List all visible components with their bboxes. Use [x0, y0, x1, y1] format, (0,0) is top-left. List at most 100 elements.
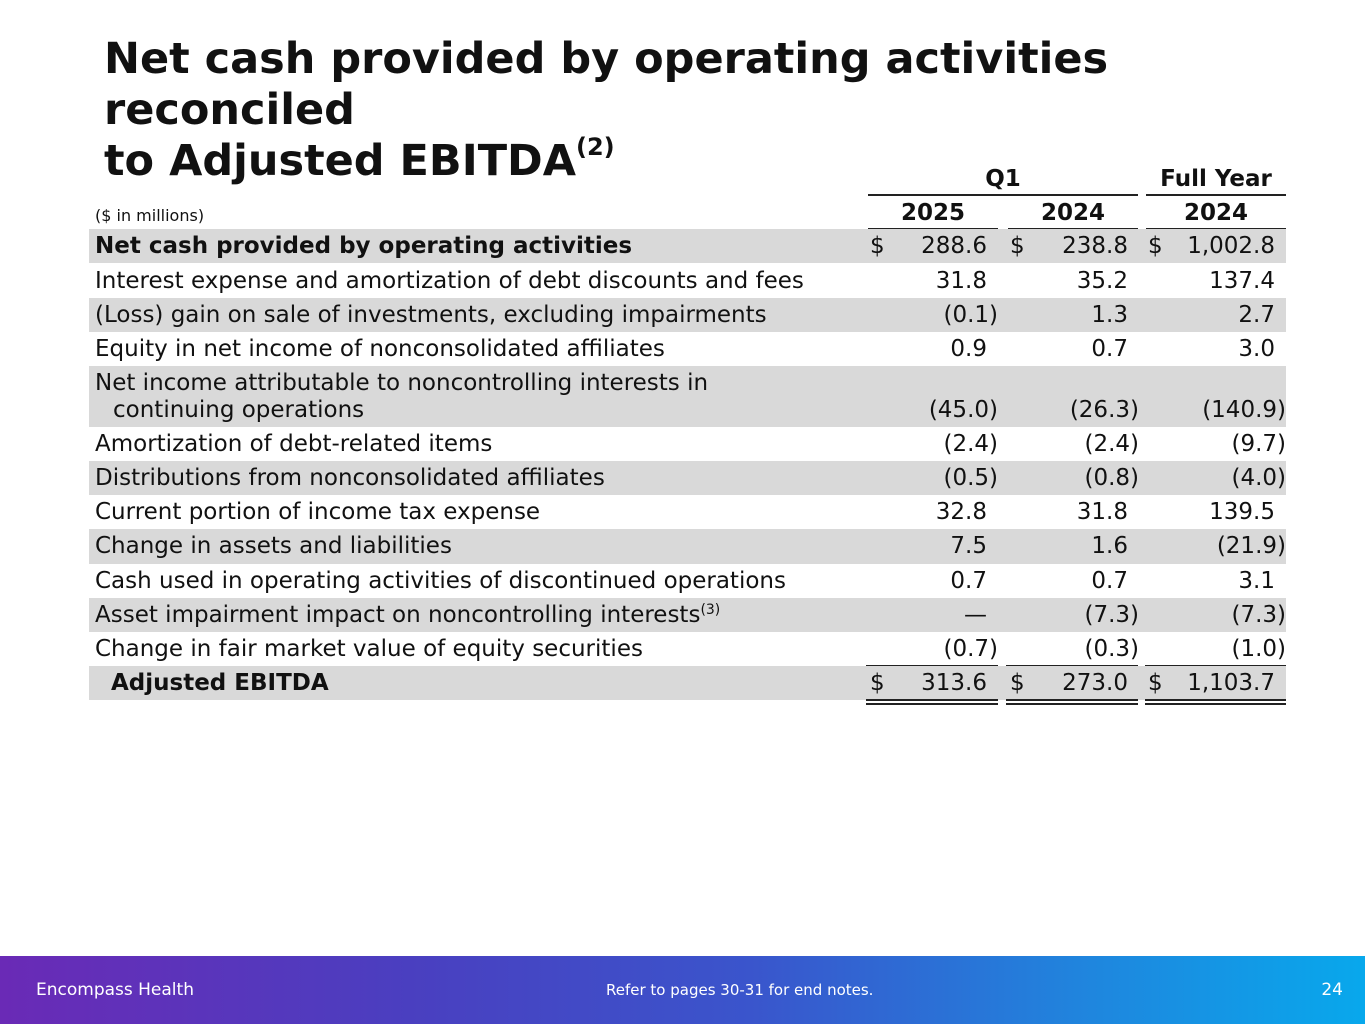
header-year-fy-2024: 2024 — [1183, 200, 1248, 226]
value-cell: 31.8 — [935, 268, 987, 294]
table-row: Adjusted EBITDA 313.6 $273.0 $1,103.7 $ — [89, 666, 1286, 700]
value-cell: 31.8 — [1076, 499, 1128, 525]
year-rule-1 — [868, 228, 998, 229]
value-cell: (0.1) — [943, 302, 998, 328]
table-row: Net cash provided by operating activitie… — [89, 229, 1286, 263]
row-label-continuation: continuing operations — [113, 397, 365, 423]
value-cell: 2.7 — [1238, 302, 1275, 328]
dollar-sign: $ — [870, 233, 885, 259]
dollar-sign: $ — [1010, 670, 1025, 696]
value-cell: 0.7 — [1091, 336, 1128, 362]
row-label-text: Net income attributable to noncontrollin… — [95, 370, 709, 396]
row-label-text: Interest expense and amortization of deb… — [95, 268, 804, 294]
total-top-rule — [866, 665, 998, 666]
row-label-text: (Loss) gain on sale of investments, excl… — [95, 302, 767, 328]
total-top-rule — [1145, 665, 1286, 666]
slide-title: Net cash provided by operating activitie… — [104, 34, 1365, 187]
table-row: Net income attributable to noncontrollin… — [89, 366, 1286, 427]
value-cell: 1.6 — [1091, 533, 1128, 559]
row-label-text: Distributions from nonconsolidated affil… — [95, 465, 605, 491]
value-cell: 0.9 — [950, 336, 987, 362]
row-label-text: Adjusted EBITDA — [111, 670, 329, 696]
value-cell: 32.8 — [935, 499, 987, 525]
table-row: Amortization of debt-related items (2.4) (… — [89, 427, 1286, 461]
dollar-sign: $ — [1148, 233, 1163, 259]
value-cell: (140.9) — [1202, 397, 1286, 423]
table-row: Cash used in operating activities of dis… — [89, 564, 1286, 598]
table-row: (Loss) gain on sale of investments, excl… — [89, 298, 1286, 332]
reconciliation-table: Q1 Full Year ($ in millions) 2025 2024 2… — [89, 166, 1286, 705]
value-cell: 313.6 — [921, 670, 987, 696]
title-line-2: to Adjusted EBITDA — [104, 136, 576, 186]
value-cell: 1,002.8 — [1187, 233, 1275, 259]
row-label: Distributions from nonconsolidated affil… — [95, 465, 605, 492]
row-label: Equity in net income of nonconsolidated … — [95, 336, 665, 363]
value-cell: (9.7) — [1231, 431, 1286, 457]
value-cell: 273.0 — [1062, 670, 1128, 696]
units-label: ($ in millions) — [95, 206, 205, 225]
row-label: Cash used in operating activities of dis… — [95, 568, 786, 595]
row-label-text: Cash used in operating activities of dis… — [95, 568, 786, 594]
table-row: Current portion of income tax expense 32.… — [89, 495, 1286, 529]
row-label-text: Net cash provided by operating activitie… — [95, 233, 633, 259]
value-cell: 0.7 — [1091, 568, 1128, 594]
value-cell: (21.9) — [1216, 533, 1286, 559]
total-double-rule — [1145, 699, 1286, 701]
value-cell: (4.0) — [1231, 465, 1286, 491]
table-row: Interest expense and amortization of deb… — [89, 264, 1286, 298]
row-label: (Loss) gain on sale of investments, excl… — [95, 302, 767, 329]
total-double-rule — [1006, 699, 1138, 701]
value-cell: (1.0) — [1231, 636, 1286, 662]
dollar-sign: $ — [870, 670, 885, 696]
value-cell: (2.4) — [1084, 431, 1139, 457]
value-cell: 3.0 — [1238, 336, 1275, 362]
value-cell: 1.3 — [1091, 302, 1128, 328]
value-cell: 137.4 — [1209, 268, 1275, 294]
row-label-text: Current portion of income tax expense — [95, 499, 541, 525]
row-label: Interest expense and amortization of deb… — [95, 268, 804, 295]
value-cell: (26.3) — [1069, 397, 1139, 423]
row-label: Asset impairment impact on noncontrollin… — [95, 602, 720, 629]
title-footnote-ref: (2) — [576, 133, 615, 161]
header-full-year-rule — [1146, 194, 1286, 196]
table-row: Distributions from nonconsolidated affil… — [89, 461, 1286, 495]
value-cell: 35.2 — [1076, 268, 1128, 294]
value-cell: (0.8) — [1084, 465, 1139, 491]
value-cell: (0.5) — [943, 465, 998, 491]
value-cell: (0.7) — [943, 636, 998, 662]
total-double-rule — [866, 699, 998, 701]
row-label-text: Amortization of debt-related items — [95, 431, 493, 457]
header-year-q1-2025: 2025 — [900, 200, 965, 226]
value-cell: 238.8 — [1062, 233, 1128, 259]
table-row: Change in fair market value of equity se… — [89, 632, 1286, 666]
row-label: Net cash provided by operating activitie… — [95, 233, 632, 260]
value-cell: 3.1 — [1238, 568, 1275, 594]
value-cell: 288.6 — [921, 233, 987, 259]
row-label-text: Equity in net income of nonconsolidated … — [95, 336, 665, 362]
year-rule-3 — [1146, 228, 1286, 229]
footer-brand: Encompass Health — [36, 980, 194, 1000]
header-year-q1-2024: 2024 — [1040, 200, 1105, 226]
value-cell: 0.7 — [950, 568, 987, 594]
table-row: Equity in net income of nonconsolidated … — [89, 332, 1286, 366]
row-footnote-ref: (3) — [700, 602, 721, 618]
value-cell: — — [964, 602, 987, 628]
value-cell: (7.3) — [1084, 602, 1139, 628]
row-label: Net income attributable to noncontrollin… — [95, 370, 708, 424]
total-double-rule — [866, 703, 998, 705]
value-cell: 1,103.7 — [1187, 670, 1275, 696]
page-number: 24 — [1321, 980, 1343, 1000]
row-label-text: Asset impairment impact on noncontrollin… — [95, 602, 701, 628]
row-label: Amortization of debt-related items — [95, 431, 492, 458]
value-cell: 139.5 — [1209, 499, 1275, 525]
row-label: Change in assets and liabilities — [95, 533, 452, 560]
row-label-text: Change in assets and liabilities — [95, 533, 452, 559]
value-cell: 7.5 — [950, 533, 987, 559]
title-line-1: Net cash provided by operating activitie… — [104, 34, 1109, 135]
row-label: Change in fair market value of equity se… — [95, 636, 643, 663]
total-double-rule — [1145, 703, 1286, 705]
table-row: Change in assets and liabilities 7.5 1.6 (2… — [89, 529, 1286, 564]
header-full-year: Full Year — [1160, 166, 1272, 192]
row-label-text: Change in fair market value of equity se… — [95, 636, 643, 662]
value-cell: (45.0) — [928, 397, 998, 423]
